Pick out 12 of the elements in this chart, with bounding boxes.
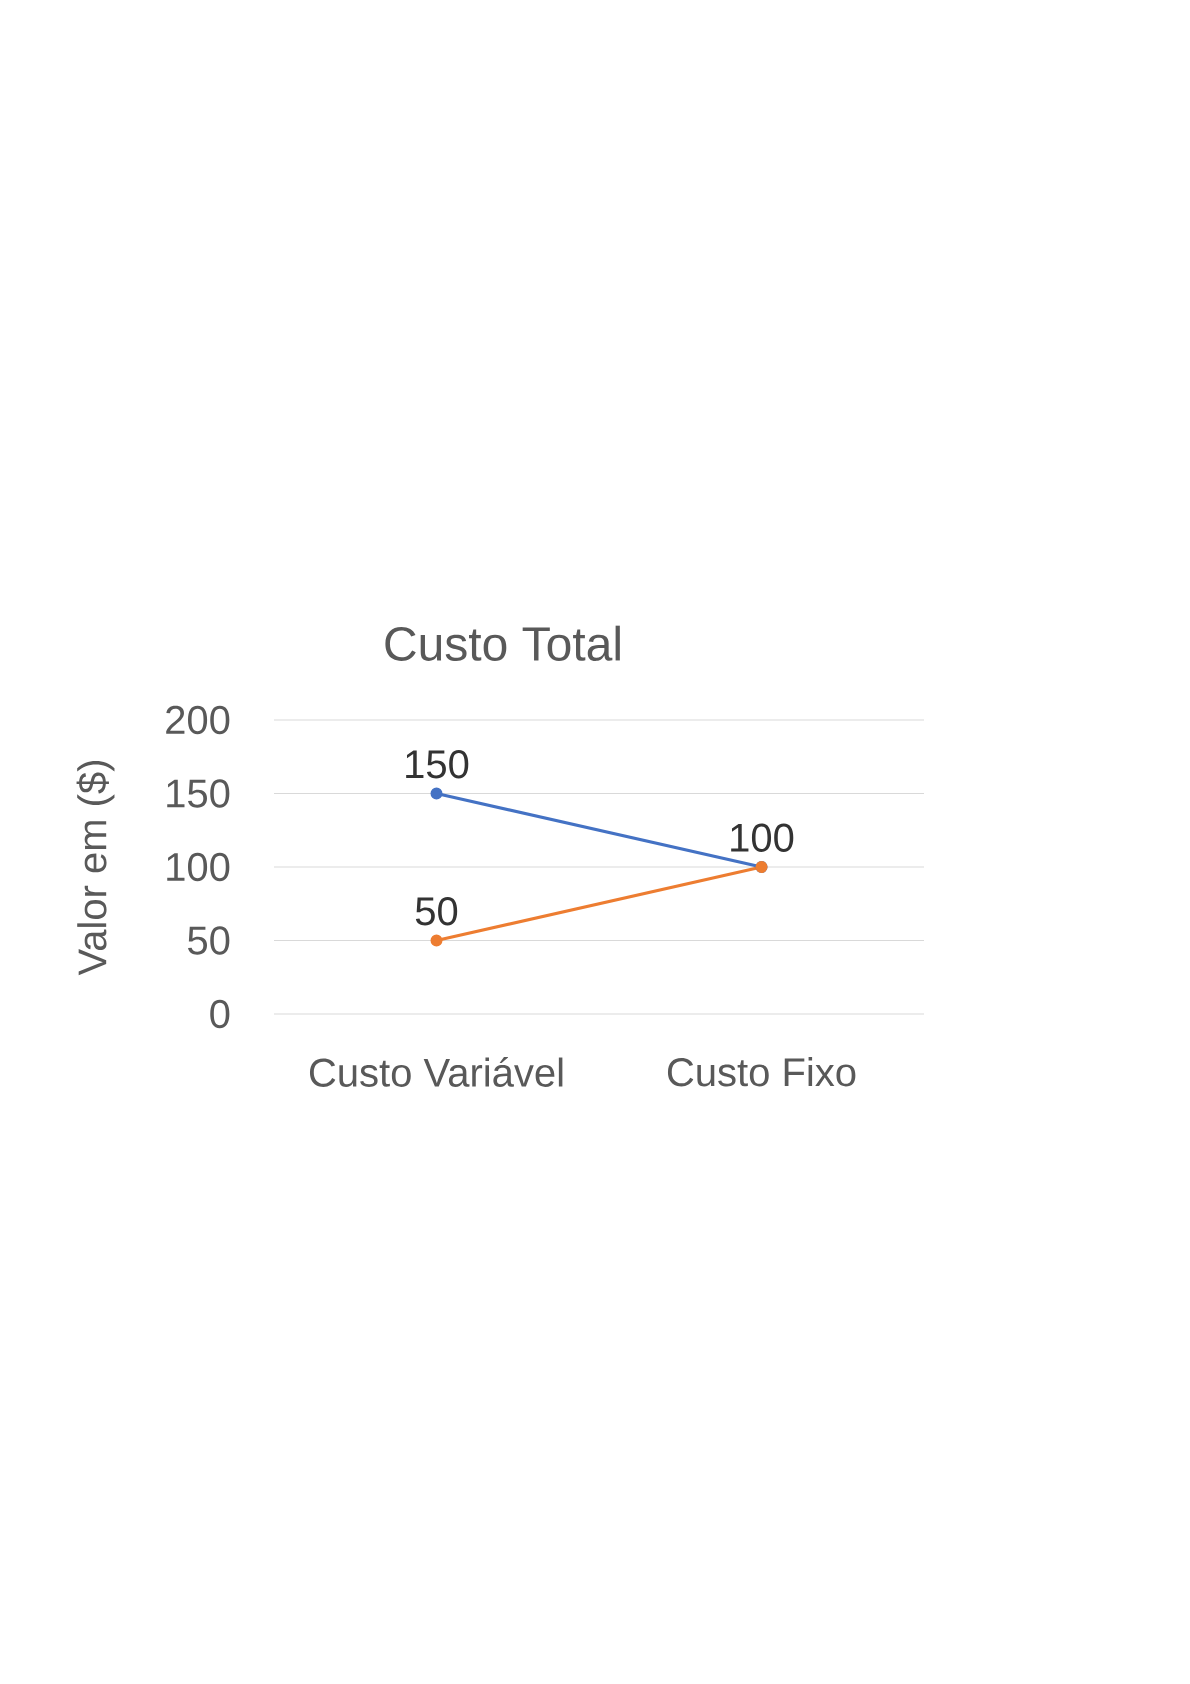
y-tick-label: 150 — [167, 779, 230, 808]
y-tick-label: 0 — [210, 999, 230, 1029]
y-tick-label: 200 — [166, 705, 230, 735]
x-tick-label: Custo Fixo — [667, 1057, 856, 1087]
chart-title: Custo Total — [385, 625, 620, 661]
y-tick-label: 50 — [188, 926, 230, 955]
data-label: 100 — [731, 823, 794, 852]
data-label: 150 — [406, 750, 469, 779]
data-label: 50 — [415, 897, 458, 926]
x-tick-label: Custo Variável — [309, 1057, 563, 1087]
y-tick-label: 100 — [167, 852, 230, 882]
y-axis-title: Valor em ($) — [76, 760, 115, 976]
